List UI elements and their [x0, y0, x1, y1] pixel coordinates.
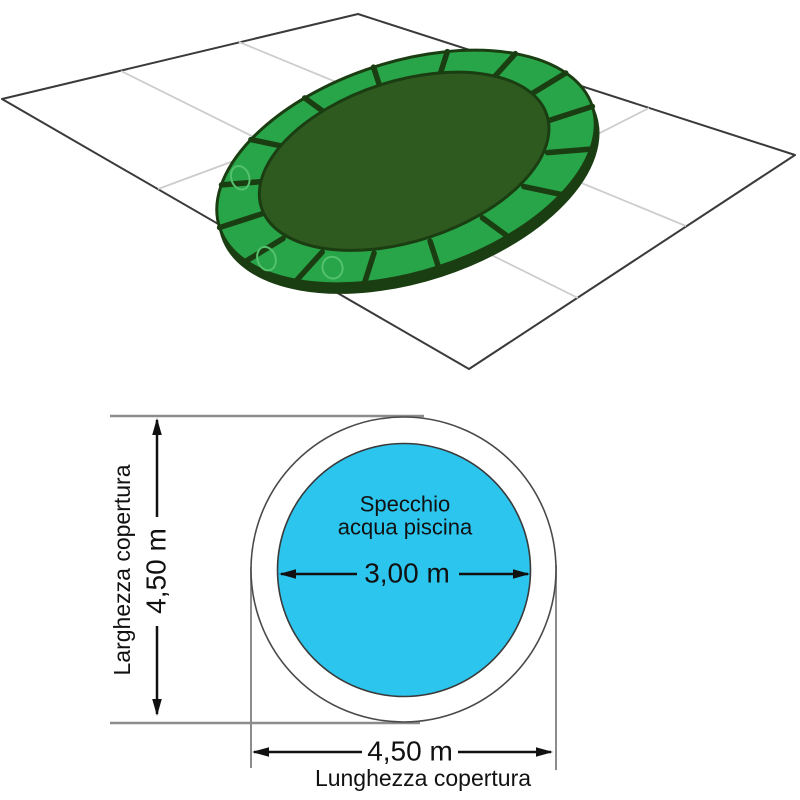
ring-gap: [545, 103, 596, 124]
pool-water-circle: [276, 442, 532, 698]
tube-cap: [256, 245, 277, 272]
width-arrow-down: [152, 699, 162, 716]
pool-diameter-label: 3,00 m: [364, 558, 450, 589]
ring-gap: [544, 146, 594, 156]
ring-gap: [218, 178, 268, 188]
width-axis-label: Larghezza copertura: [109, 464, 135, 675]
diameter-arrow-right: [513, 569, 530, 579]
diameter-arrow-left: [279, 569, 296, 579]
ring-gap: [293, 249, 325, 284]
length-arrow-left: [252, 747, 269, 757]
length-arrow-right: [536, 747, 553, 757]
cover-3d-illustration: [1, 13, 796, 370]
ring-gap: [526, 70, 569, 99]
ring-gap: [521, 183, 564, 198]
ring-gap: [216, 210, 267, 231]
pool-water-label-line2: acqua piscina: [338, 515, 473, 540]
length-value-label: 4,50 m: [367, 736, 453, 767]
length-axis-label: Lunghezza copertura: [315, 765, 531, 791]
width-value-label: 4,50 m: [141, 528, 172, 614]
ring-gap: [361, 250, 377, 286]
dimension-diagram: Specchio acqua piscina 3,00 m 4,50 m Lar…: [109, 414, 557, 791]
ring-gap: [427, 238, 442, 270]
width-arrow-up: [152, 418, 162, 435]
cover-top: [257, 70, 551, 252]
ring-gap: [243, 235, 286, 264]
tube-cap: [229, 165, 251, 191]
tube-cap: [321, 255, 344, 280]
cover-group: [215, 48, 600, 294]
pool-water-label-line1: Specchio: [360, 492, 451, 517]
ring-gap: [479, 215, 511, 239]
